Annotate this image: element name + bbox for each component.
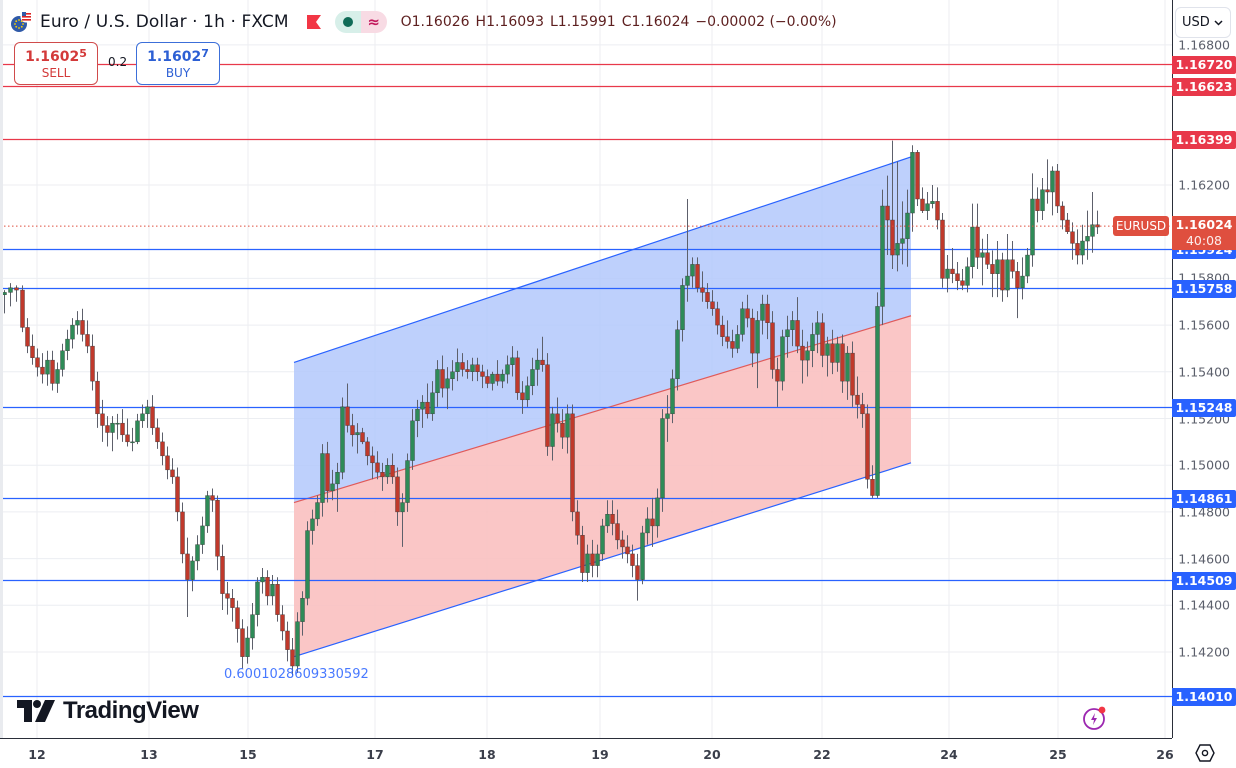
price-tick-label: 1.14200 [1178, 644, 1230, 660]
candlesticks [2, 140, 1100, 676]
price-tick-label: 1.15600 [1178, 317, 1230, 333]
tradingview-logo-icon [17, 700, 55, 722]
left-edge [0, 0, 3, 738]
time-tick-label: 20 [703, 747, 721, 762]
eu-us-flag-icon [11, 11, 32, 32]
time-tick-label: 15 [239, 747, 257, 762]
level-price-tag: 1.16720 [1172, 55, 1236, 74]
price-tick-label: 1.14600 [1178, 551, 1230, 567]
time-tick-label: 22 [813, 747, 831, 762]
ohlc-values: O1.16026 H1.16093 L1.15991 C1.16024 −0.0… [401, 14, 837, 30]
price-tick-label: 1.16200 [1178, 177, 1230, 193]
time-axis[interactable]: 12 13 15 17 18 19 20 22 24 25 26 [0, 738, 1174, 768]
buy-price: 1.16027 [147, 47, 209, 65]
symbol-header: Euro / U.S. Dollar · 1h · FXCM ≈ O1.1602… [10, 8, 837, 36]
sell-label: SELL [41, 66, 71, 80]
price-tick-label: 1.15400 [1178, 364, 1230, 380]
market-status-pill[interactable]: ≈ [334, 11, 387, 33]
level-price-tag: 1.16623 [1172, 77, 1236, 96]
time-tick-label: 26 [1156, 747, 1174, 762]
bar-countdown: 40:08 [1185, 233, 1223, 249]
spread-value: 0.2 [108, 55, 128, 69]
price-axis[interactable]: 1.16800 1.16200 1.15800 1.15600 1.15400 1.152… [1172, 0, 1236, 738]
level-price-tag: 1.16399 [1172, 130, 1236, 149]
regression-channel[interactable] [293, 156, 912, 658]
channel-lower-fill [294, 315, 911, 657]
level-price-tag: 1.14010 [1172, 687, 1236, 706]
channel-upper-line [293, 156, 912, 364]
level-price-tag: 1.15758 [1172, 279, 1236, 298]
low-label: L [549, 14, 558, 30]
time-tick-label: 19 [591, 747, 609, 762]
channel-upper-fill [294, 156, 911, 503]
buy-label: BUY [165, 66, 191, 80]
quick-actions-button[interactable] [1082, 705, 1108, 731]
settings-hexagon-icon [1195, 744, 1215, 762]
tradingview-wordmark: TradingView [63, 697, 199, 724]
close-label: C [621, 14, 632, 30]
high-value: 1.16093 [486, 14, 544, 30]
symbol-title[interactable]: Euro / U.S. Dollar · 1h · FXCM [40, 12, 289, 32]
current-price: 1.16024 [1175, 217, 1233, 233]
lightning-icon [1083, 706, 1106, 730]
high-label: H [475, 14, 487, 30]
currency-select[interactable]: USD [1175, 7, 1231, 38]
chevron-down-icon [1214, 19, 1223, 26]
time-tick-label: 17 [366, 747, 384, 762]
channel-annotation[interactable]: 0.6001028609330592 [224, 667, 369, 682]
chart-settings-button[interactable] [1192, 742, 1218, 764]
open-value: 1.16026 [411, 14, 470, 30]
time-tick-label: 24 [940, 747, 958, 762]
chart-canvas[interactable] [0, 0, 1172, 738]
time-tick-label: 18 [478, 747, 496, 762]
low-value: 1.15991 [557, 14, 616, 30]
buy-button[interactable]: 1.16027 BUY [136, 42, 220, 85]
price-tick-label: 1.14800 [1178, 504, 1230, 520]
price-tick-label: 1.15000 [1178, 457, 1230, 473]
market-open-dot-icon [334, 11, 361, 33]
current-price-tag: 1.16024 40:08 [1172, 216, 1236, 251]
price-tick-label: 1.16800 [1178, 37, 1230, 53]
time-tick-label: 13 [140, 747, 158, 762]
flag-marker-icon[interactable] [306, 15, 321, 29]
tradingview-logo[interactable]: TradingView [17, 697, 199, 725]
price-tick-label: 1.14400 [1178, 597, 1230, 613]
sell-price: 1.16025 [25, 47, 87, 65]
data-delay-icon: ≈ [360, 11, 387, 33]
time-tick-label: 25 [1049, 747, 1067, 762]
level-price-tag: 1.14509 [1172, 571, 1236, 590]
level-price-tag: 1.15248 [1172, 398, 1236, 417]
currency-value: USD [1182, 15, 1210, 30]
change-value: −0.00002 (−0.00%) [695, 14, 837, 30]
level-price-tag: 1.14861 [1172, 489, 1236, 508]
time-tick-label: 12 [28, 747, 46, 762]
sell-button[interactable]: 1.16025 SELL [14, 42, 98, 85]
symbol-price-tag: EURUSD [1113, 216, 1169, 237]
close-value: 1.16024 [631, 14, 690, 30]
open-label: O [400, 14, 412, 30]
channel-mid-line [293, 315, 912, 504]
